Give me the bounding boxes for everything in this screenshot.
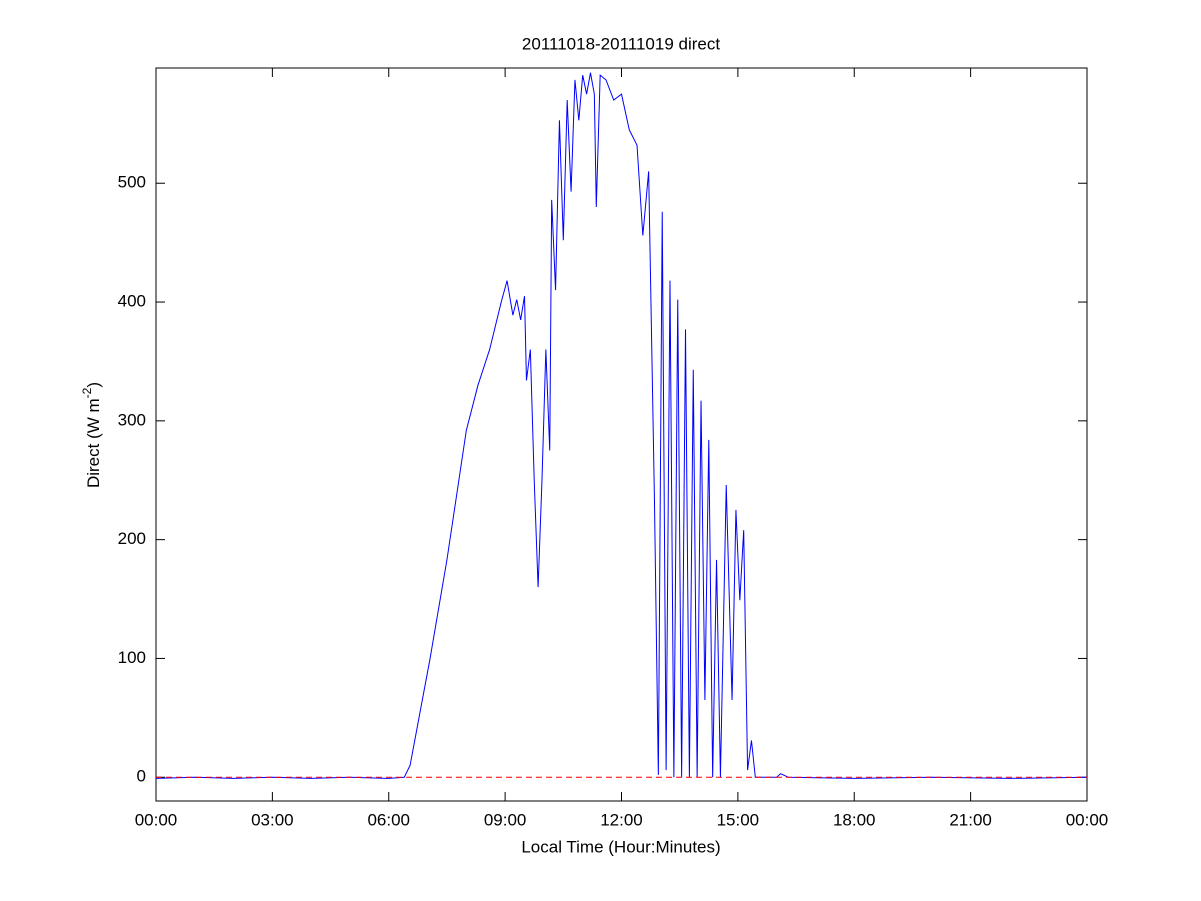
y-tick-label: 500 bbox=[118, 173, 146, 192]
data-line bbox=[155, 72, 1088, 779]
x-tick-label: 21:00 bbox=[949, 810, 992, 829]
y-tick-label: 200 bbox=[118, 529, 146, 548]
x-axis-label: Local Time (Hour:Minutes) bbox=[521, 837, 720, 856]
x-tick-label: 09:00 bbox=[484, 810, 527, 829]
y-label-end: ) bbox=[84, 382, 103, 388]
x-tick-label: 18:00 bbox=[833, 810, 876, 829]
x-tick-label: 15:00 bbox=[717, 810, 760, 829]
plot-area bbox=[155, 67, 1088, 802]
x-tick-label: 06:00 bbox=[367, 810, 410, 829]
y-label-sup: -2 bbox=[80, 387, 94, 398]
y-label-main: Direct (W m bbox=[84, 398, 103, 488]
y-tick-label: 0 bbox=[137, 767, 146, 786]
x-tick-label: 03:00 bbox=[251, 810, 294, 829]
y-tick-label: 300 bbox=[118, 410, 146, 429]
x-tick-label: 00:00 bbox=[1066, 810, 1109, 829]
y-tick-label: 100 bbox=[118, 648, 146, 667]
x-tick-label: 12:00 bbox=[600, 810, 643, 829]
y-tick-label: 400 bbox=[118, 292, 146, 311]
x-tick-label: 00:00 bbox=[135, 810, 178, 829]
chart-title: 20111018-20111019 direct bbox=[522, 34, 720, 53]
y-axis-label: Direct (W m-2) bbox=[80, 382, 103, 488]
